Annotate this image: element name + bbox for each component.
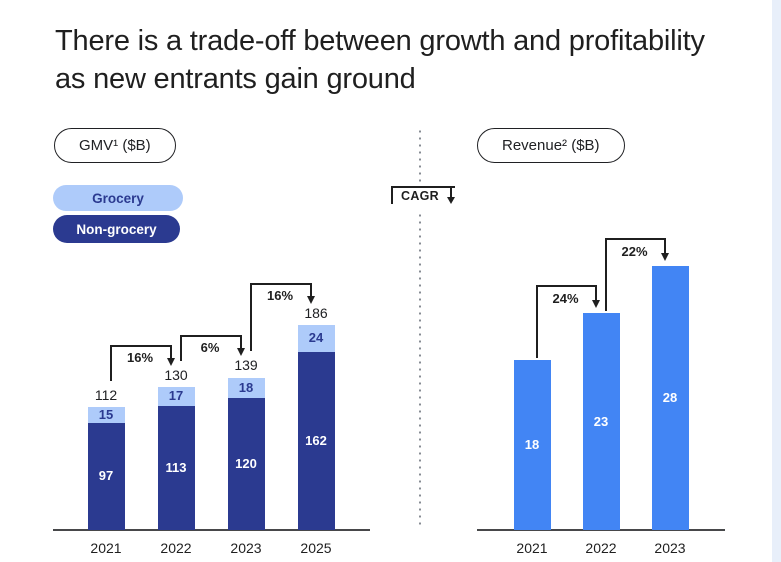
cagr-legend-left-leg	[391, 186, 393, 204]
gmv-bar-total-2023: 139	[234, 357, 258, 374]
gmv-cagr-bracket-line-1	[180, 335, 242, 338]
revenue-chart-label: Revenue² ($B)	[477, 128, 625, 163]
gmv-cagr-bracket-line-2	[250, 283, 312, 286]
x-tick-label-gmv-2022: 2022	[160, 540, 192, 556]
revenue-cagr-arrow-stem-0	[595, 284, 597, 301]
x-tick-label-revenue-2023: 2023	[654, 540, 686, 556]
revenue-bar-2021	[513, 360, 551, 530]
revenue-x-axis	[477, 529, 725, 531]
legend-non-grocery-label: Non-grocery	[76, 221, 157, 237]
gmv-bar-2021-grocery	[87, 406, 125, 424]
gmv-cagr-arrow-stem-1	[240, 335, 242, 350]
cagr-legend-label: CAGR	[401, 189, 440, 203]
gmv-bar-2023-grocery	[227, 378, 265, 398]
gmv-bar-2025-non-grocery	[297, 351, 335, 530]
gmv-cagr-value-0: 16%	[126, 350, 154, 365]
gmv-bar-value-grocery-2022: 17	[168, 388, 184, 403]
arrow-down-icon	[660, 252, 669, 261]
gmv-bar-value-non-grocery-2022: 113	[165, 459, 187, 475]
gmv-cagr-bracket-line-0	[110, 345, 172, 347]
gmv-cagr-bracket-left-leg-2	[250, 283, 252, 352]
dotted-divider	[419, 128, 421, 528]
cagr-legend-arrow-stem	[450, 186, 452, 198]
revenue-bar-value-2023: 28	[662, 389, 678, 405]
arrow-down-icon	[236, 348, 245, 357]
gmv-bar-total-2022: 130	[164, 367, 188, 383]
x-tick-label-gmv-2025: 2025	[300, 540, 332, 556]
gmv-x-axis	[53, 529, 370, 531]
revenue-chart-label-text: Revenue² ($B)	[502, 137, 600, 154]
revenue-cagr-value-1: 22%	[621, 243, 648, 259]
gmv-bar-value-grocery-2021: 15	[98, 406, 114, 422]
revenue-cagr-bracket-line-0	[536, 284, 597, 287]
legend-non-grocery: Non-grocery	[53, 215, 180, 243]
arrow-down-icon	[446, 197, 455, 204]
legend-grocery: Grocery	[53, 185, 183, 211]
page-edge-strip	[772, 0, 781, 562]
cagr-legend: CAGR	[388, 182, 464, 212]
gmv-chart-label-text: GMV¹ ($B)	[79, 137, 151, 154]
revenue-cagr-value-0: 24%	[552, 290, 579, 306]
revenue-cagr-bracket-line-1	[605, 237, 666, 240]
revenue-bar-2023	[651, 265, 689, 530]
gmv-bar-total-2021: 112	[94, 386, 118, 403]
revenue-cagr-bracket-left-leg-1	[605, 237, 607, 311]
gmv-bar-2022-non-grocery	[157, 405, 195, 530]
revenue-bar-value-2022: 23	[593, 413, 609, 429]
gmv-chart-label: GMV¹ ($B)	[54, 128, 176, 163]
x-tick-label-gmv-2023: 2023	[230, 540, 262, 556]
gmv-bar-value-grocery-2025: 24	[308, 330, 324, 346]
x-tick-label-revenue-2022: 2022	[585, 540, 617, 556]
gmv-bar-2021-non-grocery	[87, 423, 125, 530]
gmv-cagr-value-2: 16%	[266, 288, 294, 304]
gmv-bar-value-non-grocery-2021: 97	[98, 468, 114, 484]
arrow-down-icon	[166, 358, 175, 366]
gmv-bar-2025-grocery	[297, 325, 335, 352]
arrow-down-icon	[591, 299, 600, 308]
gmv-bar-value-grocery-2023: 18	[238, 380, 254, 396]
gmv-bar-total-2025: 186	[304, 305, 328, 322]
revenue-cagr-arrow-stem-1	[664, 237, 666, 254]
gmv-bar-2023-non-grocery	[227, 398, 265, 530]
gmv-bar-value-non-grocery-2025: 162	[305, 432, 327, 448]
gmv-cagr-bracket-left-leg-0	[110, 345, 112, 381]
revenue-bar-value-2021: 18	[524, 437, 540, 453]
x-tick-label-revenue-2021: 2021	[516, 540, 548, 556]
gmv-cagr-bracket-left-leg-1	[180, 335, 182, 361]
page-title: There is a trade-off between growth and …	[55, 25, 705, 95]
gmv-cagr-value-1: 6%	[200, 340, 220, 356]
gmv-bar-2022-grocery	[157, 387, 195, 406]
gmv-cagr-arrow-stem-2	[310, 283, 312, 298]
x-tick-label-gmv-2021: 2021	[90, 540, 122, 556]
revenue-cagr-bracket-left-leg-0	[536, 284, 538, 359]
legend-grocery-label: Grocery	[92, 190, 144, 206]
arrow-down-icon	[306, 296, 315, 305]
revenue-bar-2022	[582, 312, 620, 530]
gmv-bar-value-non-grocery-2023: 120	[235, 456, 257, 471]
cagr-legend-top-line	[391, 186, 455, 188]
gmv-cagr-arrow-stem-0	[170, 345, 172, 359]
